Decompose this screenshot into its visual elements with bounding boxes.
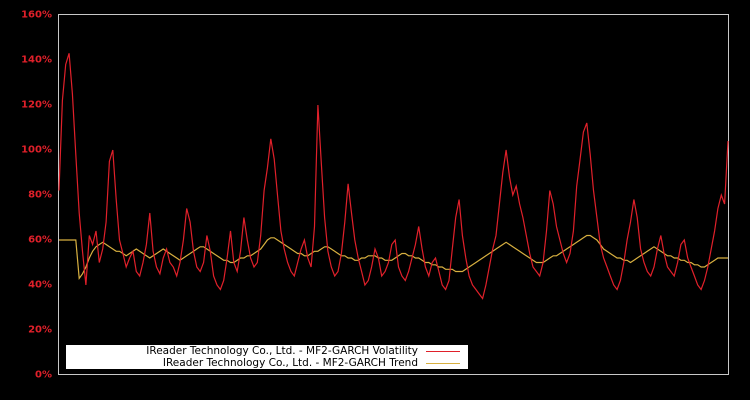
y-tick-label: 40%: [28, 279, 52, 291]
y-tick-label: 120%: [21, 99, 52, 111]
y-tick-label: 60%: [28, 234, 52, 246]
legend-swatch-trend: [426, 362, 460, 364]
y-tick-label: 20%: [28, 324, 52, 336]
y-tick-label: 140%: [21, 54, 52, 66]
legend-label-volatility: IReader Technology Co., Ltd. - MF2-GARCH…: [146, 345, 418, 357]
plot-frame: [58, 14, 729, 375]
legend-label-trend: IReader Technology Co., Ltd. - MF2-GARCH…: [162, 357, 418, 369]
volatility-line: [58, 53, 729, 300]
legend: IReader Technology Co., Ltd. - MF2-GARCH…: [66, 345, 468, 369]
trend-line: [59, 234, 728, 280]
legend-item-volatility: IReader Technology Co., Ltd. - MF2-GARCH…: [146, 345, 460, 357]
legend-item-trend: IReader Technology Co., Ltd. - MF2-GARCH…: [163, 357, 460, 369]
y-tick-label: 100%: [21, 144, 52, 156]
y-tick-label: 0%: [35, 369, 52, 381]
y-tick-label: 160%: [21, 9, 52, 21]
y-tick-label: 80%: [28, 189, 52, 201]
legend-swatch-volatility: [426, 350, 460, 352]
